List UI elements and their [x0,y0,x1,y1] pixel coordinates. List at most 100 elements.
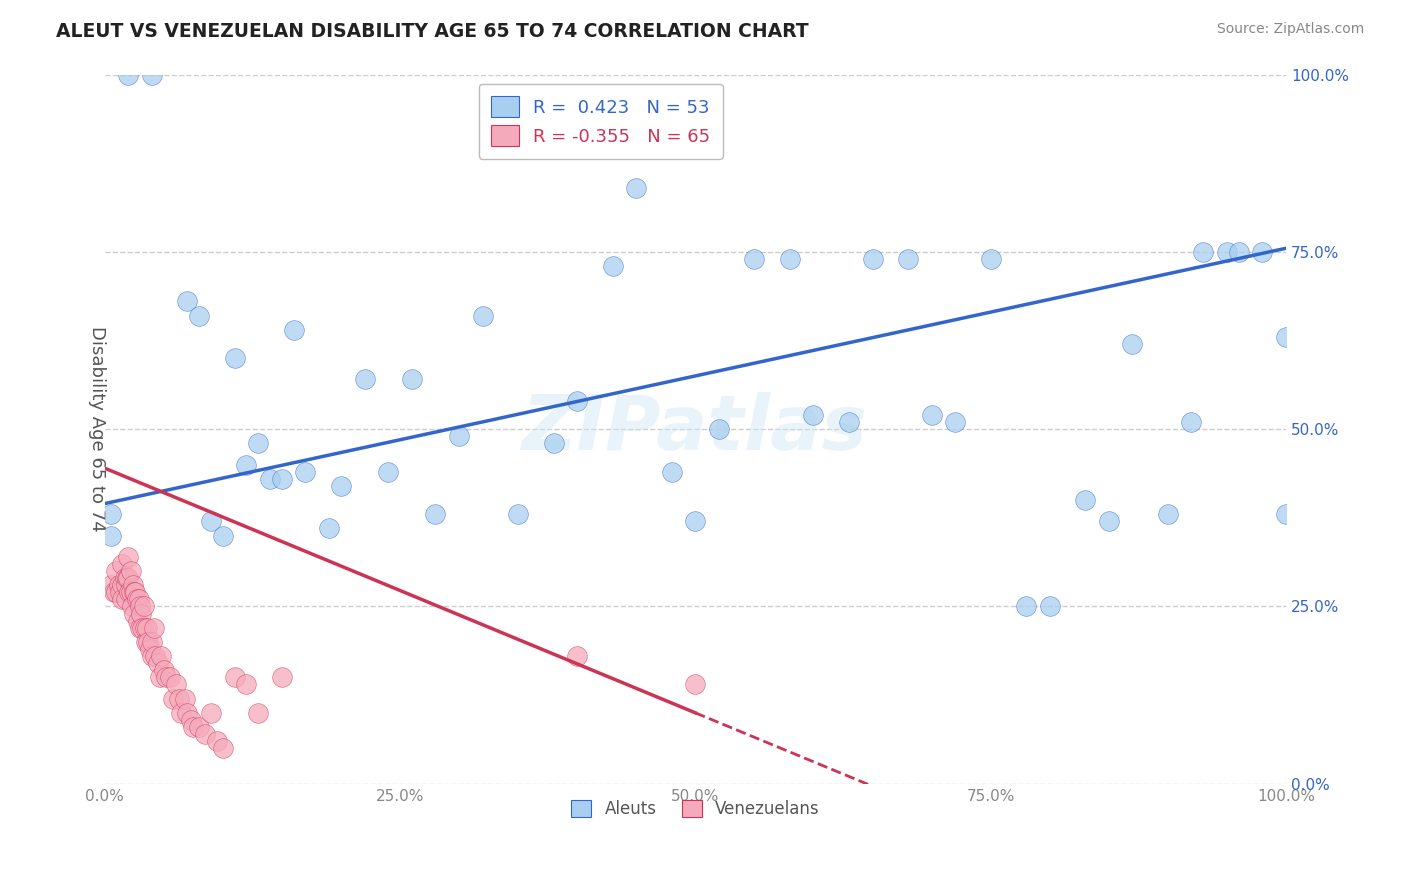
Point [129,599,152,614]
Point [111,578,134,592]
Text: ZIPatlas: ZIPatlas [522,392,869,467]
Point [1192,244,1215,259]
Point [1015,599,1038,614]
Point [943,415,966,429]
Point [115,578,138,592]
Point [211,741,233,756]
Point [235,677,257,691]
Point [779,252,801,266]
Point [188,309,211,323]
Point [152,663,174,677]
Point [138,642,160,657]
Point [707,422,730,436]
Point [685,677,707,691]
Point [122,585,145,599]
Point [115,571,138,585]
Legend: Aleuts, Venezuelans: Aleuts, Venezuelans [564,794,827,825]
Point [377,465,399,479]
Point [626,181,648,195]
Point [141,68,163,82]
Point [145,649,167,664]
Point [122,607,145,621]
Point [176,706,198,720]
Point [401,372,423,386]
Point [1157,507,1180,521]
Point [117,571,139,585]
Point [105,564,128,578]
Point [294,465,316,479]
Point [120,585,142,599]
Point [135,635,157,649]
Point [129,607,152,621]
Point [1227,244,1250,259]
Point [270,472,292,486]
Point [1275,330,1298,344]
Point [136,621,159,635]
Point [149,670,172,684]
Point [224,670,246,684]
Point [980,252,1002,266]
Point [100,578,122,592]
Point [111,557,134,571]
Point [115,592,138,607]
Point [125,592,148,607]
Point [114,571,136,585]
Point [134,621,156,635]
Point [235,458,257,472]
Point [602,259,624,273]
Point [744,252,766,266]
Point [200,514,222,528]
Point [270,670,292,684]
Point [118,585,141,599]
Point [121,599,143,614]
Point [1039,599,1062,614]
Point [685,514,707,528]
Point [176,294,198,309]
Point [508,507,530,521]
Point [128,592,150,607]
Point [247,706,270,720]
Point [921,408,943,422]
Point [167,691,190,706]
Point [117,68,139,82]
Point [131,621,153,635]
Point [1074,493,1097,508]
Point [141,635,163,649]
Point [1216,244,1239,259]
Point [205,734,228,748]
Point [449,429,471,443]
Point [211,528,233,542]
Point [1180,415,1202,429]
Point [117,549,139,564]
Point [124,585,146,599]
Point [165,677,187,691]
Text: ALEUT VS VENEZUELAN DISABILITY AGE 65 TO 74 CORRELATION CHART: ALEUT VS VENEZUELAN DISABILITY AGE 65 TO… [56,22,808,41]
Point [543,436,565,450]
Point [122,578,145,592]
Point [120,564,142,578]
Point [471,309,494,323]
Point [1121,337,1143,351]
Point [181,720,204,734]
Point [194,727,217,741]
Point [318,521,340,535]
Point [170,706,193,720]
Point [567,393,589,408]
Point [353,372,375,386]
Text: Source: ZipAtlas.com: Source: ZipAtlas.com [1216,22,1364,37]
Point [200,706,222,720]
Point [146,656,169,670]
Point [100,528,122,542]
Point [661,465,683,479]
Point [425,507,447,521]
Point [174,691,197,706]
Point [100,507,122,521]
Point [1275,507,1298,521]
Y-axis label: Disability Age 65 to 74: Disability Age 65 to 74 [89,326,105,532]
Point [141,649,163,664]
Point [224,351,246,366]
Point [803,408,825,422]
Point [150,649,173,664]
Point [108,578,131,592]
Point [108,585,131,599]
